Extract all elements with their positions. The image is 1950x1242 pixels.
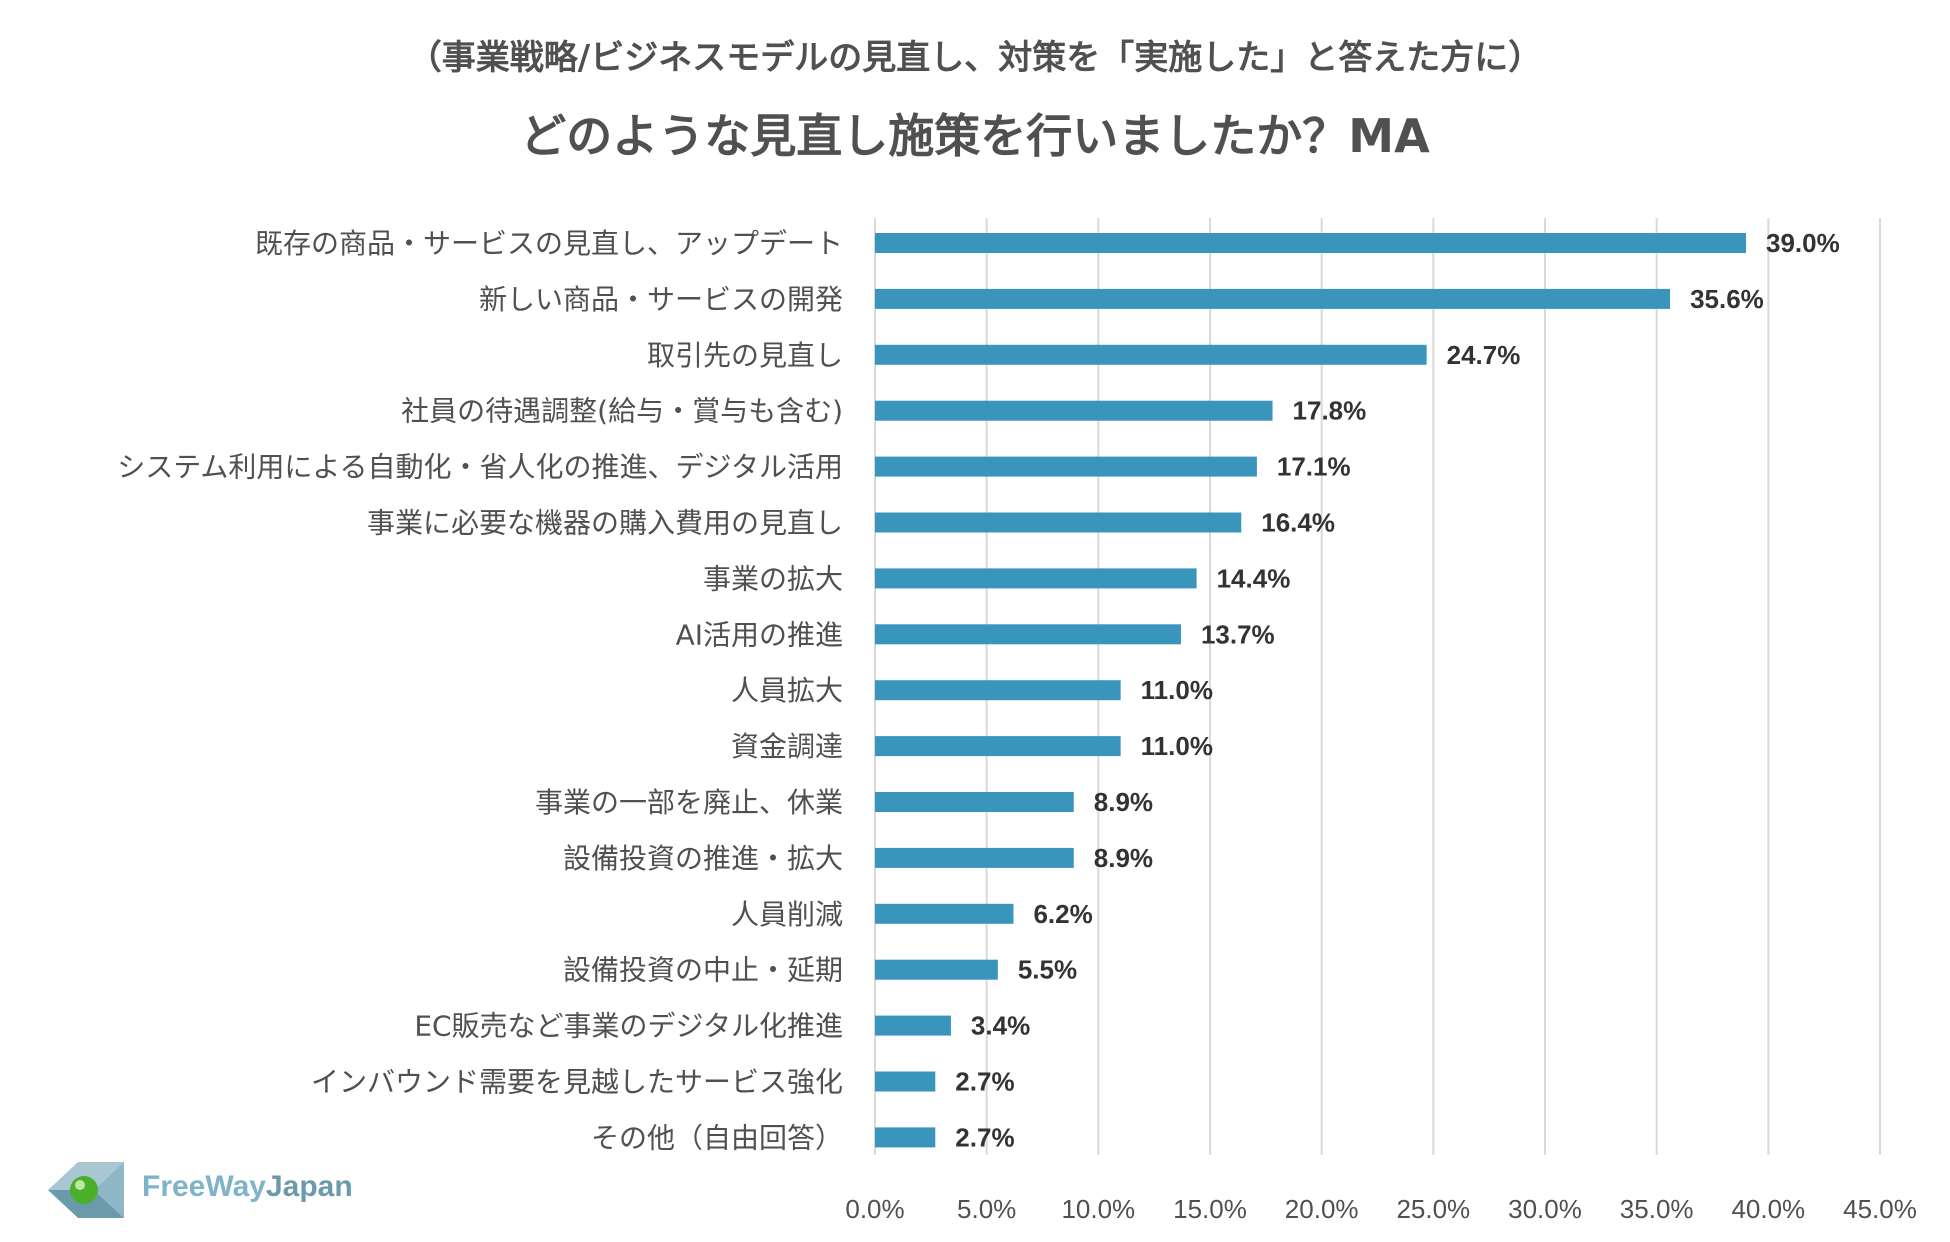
x-tick-label: 0.0% [845,1194,904,1224]
data-label: 2.7% [955,1067,1014,1097]
bar [875,847,1074,868]
data-label: 3.4% [971,1011,1030,1041]
data-label: 35.6% [1690,284,1764,314]
category-label: 人員拡大 [731,674,843,707]
category-label: 事業に必要な機器の購入費用の見直し [367,507,843,540]
bar [875,959,998,980]
logo-text-japan: Japan [265,1170,353,1203]
data-label: 6.2% [1033,899,1092,929]
x-tick-label: 40.0% [1731,1194,1805,1224]
bar [875,680,1121,701]
bar [875,1071,936,1092]
x-tick-label: 30.0% [1508,1194,1582,1224]
bar [875,1015,951,1036]
category-label: 事業の拡大 [703,562,843,595]
x-tick-label: 5.0% [957,1194,1016,1224]
category-label: 事業の一部を廃止、休業 [535,786,843,819]
bar [875,456,1257,477]
x-tick-label: 35.0% [1620,1194,1694,1224]
x-tick-label: 15.0% [1173,1194,1247,1224]
data-label: 8.9% [1094,787,1153,817]
category-label: その他（自由回答） [591,1121,843,1154]
data-label: 39.0% [1766,228,1840,258]
bar [875,903,1014,924]
labels: 0.0% 5.0% 10.0% 15.0% 20.0% 25.0% 30.0% 35.0% 40… [117,227,1917,1224]
category-label: インバウンド需要を見越したサービス強化 [311,1066,843,1099]
chart-title: どのような見直し施策を行いましたか？MA [520,109,1430,163]
category-label: 取引先の見直し [647,339,843,372]
bars [875,233,1746,1148]
category-label: 資金調達 [731,730,843,763]
bar [875,344,1427,365]
category-label: 人員削減 [731,898,843,931]
category-label: 設備投資の推進・拡大 [563,842,843,875]
logo-icon [48,1162,124,1218]
logo-text: FreeWayJapan [142,1170,353,1204]
logo-text-free: FreeWay [142,1170,266,1203]
bar [875,568,1197,589]
x-tick-label: 45.0% [1843,1194,1917,1224]
bar [875,400,1273,421]
data-label: 17.1% [1277,452,1351,482]
data-label: 8.9% [1094,843,1153,873]
bar [875,792,1074,812]
bar [875,288,1671,309]
data-label: 24.7% [1447,340,1521,370]
data-label: 14.4% [1217,563,1291,593]
category-label: 社員の待遇調整(給与・賞与も含む) [401,395,843,428]
category-label: EC販売など事業のデジタル化推進 [414,1010,843,1043]
bar [875,512,1242,533]
x-tick-label: 10.0% [1061,1194,1135,1224]
company-logo: FreeWayJapan [38,1150,358,1230]
category-label: 新しい商品・サービスの開発 [479,283,843,316]
x-tick-label: 20.0% [1285,1194,1359,1224]
bar [875,736,1121,757]
bar [875,1127,936,1148]
data-label: 11.0% [1141,675,1213,705]
x-tick-label: 25.0% [1396,1194,1470,1224]
data-label: 2.7% [955,1122,1014,1152]
category-label: 設備投資の中止・延期 [563,954,843,987]
category-label: システム利用による自動化・省人化の推進、デジタル活用 [117,451,843,484]
category-label: 既存の商品・サービスの見直し、アップデート [255,227,843,260]
data-label: 11.0% [1141,731,1213,761]
data-label: 5.5% [1018,955,1077,985]
data-label: 16.4% [1261,508,1335,538]
category-label: AI活用の推進 [676,618,843,651]
chart-subtitle: （事業戦略/ビジネスモデルの見直し、対策を「実施した」と答えた方に） [407,38,1543,78]
data-label: 13.7% [1201,619,1275,649]
bar [875,233,1746,253]
bar [875,624,1181,645]
data-label: 17.8% [1293,396,1367,426]
